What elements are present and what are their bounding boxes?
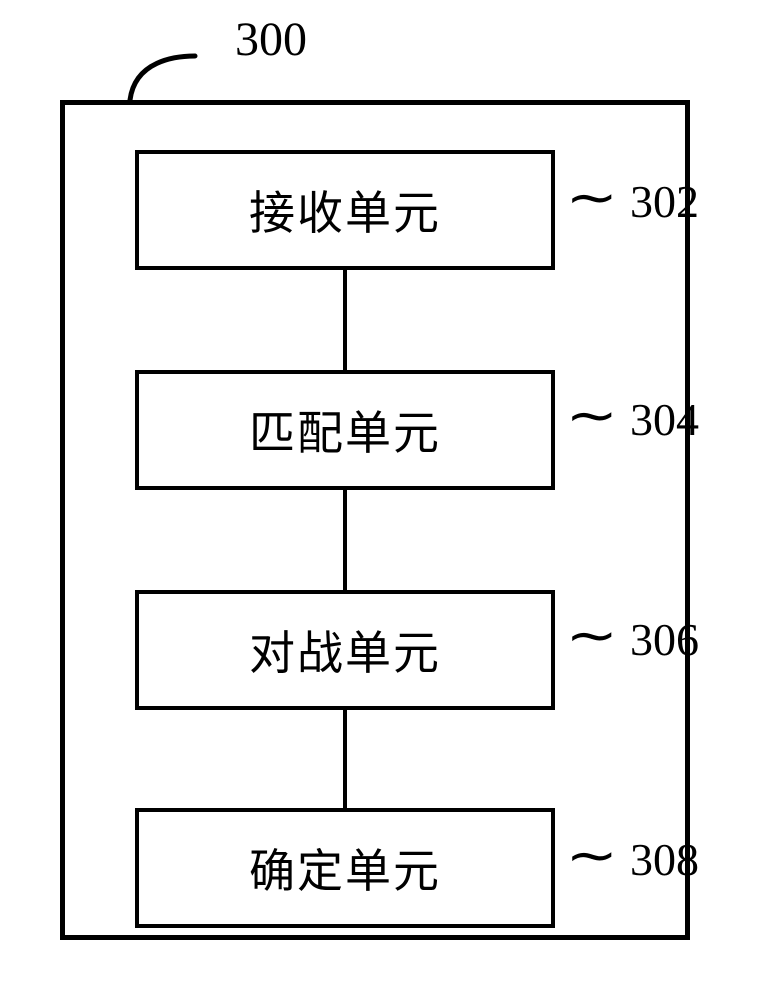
- node-number-n302: 302: [630, 175, 699, 228]
- node-number-n304: 304: [630, 393, 699, 446]
- leader-tilde-n308: ∼: [566, 826, 618, 886]
- diagram-canvas: 300 接收单元∼302匹配单元∼304对战单元∼306确定单元∼308: [0, 0, 774, 1000]
- leader-tilde-n306: ∼: [566, 606, 618, 666]
- leader-tilde-n302: ∼: [566, 168, 618, 228]
- connector-n302-n304: [343, 270, 347, 370]
- node-number-n306: 306: [630, 613, 699, 666]
- node-label-n308: 确定单元: [249, 835, 441, 901]
- connector-n306-n308: [343, 710, 347, 808]
- connector-n304-n306: [343, 490, 347, 590]
- node-label-n306: 对战单元: [249, 617, 441, 683]
- node-label-n304: 匹配单元: [249, 397, 441, 463]
- node-n306: 对战单元: [135, 590, 555, 710]
- node-n304: 匹配单元: [135, 370, 555, 490]
- node-n302: 接收单元: [135, 150, 555, 270]
- callout-label-300: 300: [235, 12, 307, 67]
- node-number-n308: 308: [630, 833, 699, 886]
- node-n308: 确定单元: [135, 808, 555, 928]
- node-label-n302: 接收单元: [249, 177, 441, 243]
- leader-tilde-n304: ∼: [566, 386, 618, 446]
